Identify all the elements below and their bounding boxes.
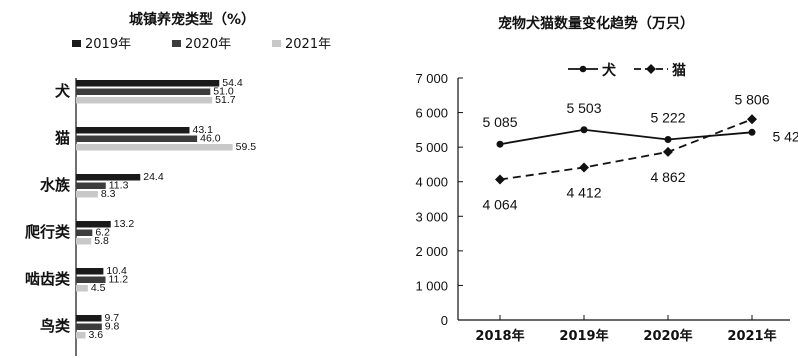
- category-label-3: 水族: [40, 176, 71, 194]
- legend-marker-dog: [579, 65, 587, 73]
- bar-value-label-3-1: 24.4: [143, 171, 164, 183]
- point-cat-3: [663, 146, 673, 157]
- bar-3-2: [76, 182, 106, 189]
- bar-5-2: [76, 276, 106, 283]
- data-label-cat-4: 5 806: [734, 91, 769, 107]
- bar-4-2: [76, 229, 93, 236]
- legend-label-2: 2020年: [185, 37, 231, 52]
- bar-2-2: [76, 135, 198, 142]
- y-tick-label-1: 0: [441, 313, 448, 328]
- legend-swatch-3: [272, 40, 281, 47]
- bar-value-label-1-3: 51.7: [215, 94, 236, 106]
- bar-value-label-2-3: 59.5: [236, 141, 257, 153]
- bar-chart-bars: [76, 80, 233, 339]
- x-tick-label-4: 2021年: [727, 328, 776, 344]
- series-line-cat: [499, 118, 753, 181]
- data-label-dog-3: 5 222: [650, 109, 685, 125]
- y-tick-label-2: 1 000: [415, 278, 448, 293]
- point-dog-3: [664, 135, 672, 143]
- bar-4-1: [76, 221, 111, 228]
- bar-value-label-3-3: 8.3: [101, 188, 116, 200]
- bar-value-label-5-2: 11.2: [108, 274, 128, 286]
- y-tick-label-5: 4 000: [415, 175, 448, 190]
- bar-6-1: [76, 315, 102, 322]
- bar-value-label-4-2: 6.2: [95, 227, 110, 239]
- legend-label-3: 2021年: [285, 37, 331, 52]
- category-label-1: 犬: [55, 82, 71, 100]
- bar-4-3: [76, 238, 92, 245]
- category-label-2: 猫: [55, 129, 70, 147]
- bar-3-1: [76, 174, 141, 181]
- legend-swatch-1: [72, 40, 81, 47]
- bar-5-3: [76, 285, 88, 292]
- y-tick-label-6: 5 000: [415, 140, 448, 155]
- y-tick-label-7: 6 000: [415, 106, 448, 121]
- bar-2-3: [76, 144, 233, 151]
- bar-6-3: [76, 332, 86, 339]
- legend-swatch-2: [172, 40, 181, 47]
- point-cat-4: [747, 114, 757, 125]
- bar-value-label-2-2: 46.0: [200, 133, 221, 145]
- category-label-5: 啮齿类: [25, 270, 71, 288]
- y-tick-label-8: 7 000: [415, 71, 448, 86]
- legend-label-dog: 犬: [602, 62, 617, 79]
- category-label-6: 鸟类: [40, 317, 71, 335]
- x-tick-label-1: 2018年: [475, 328, 524, 344]
- bar-value-label-4-1: 13.2: [114, 218, 135, 230]
- y-tick-label-3: 2 000: [415, 244, 448, 259]
- line-chart-y-ticks: 0 1 000 2 000 3 000 4 000 5 000 6 000 7 000: [415, 71, 463, 328]
- point-dog-1: [496, 140, 504, 148]
- bar-value-label-6-1: 9.7: [105, 312, 120, 324]
- x-tick-label-3: 2020年: [643, 328, 692, 344]
- series-line-dog: [499, 128, 753, 146]
- bar-chart-value-labels: 54.451.051.7 43.146.0 59.5 24.4 11.38.3 13.2 6…: [88, 77, 256, 341]
- data-label-dog-2: 5 503: [566, 100, 601, 116]
- bar-6-2: [76, 323, 102, 330]
- point-cat-1: [495, 174, 505, 185]
- x-tick-label-2: 2019年: [559, 328, 608, 344]
- data-label-cat-2: 4 412: [566, 184, 601, 200]
- bar-value-label-1-1: 54.4: [222, 77, 243, 89]
- bar-3-3: [76, 191, 98, 198]
- bar-1-1: [76, 80, 220, 87]
- point-dog-2: [580, 126, 588, 134]
- point-cat-2: [579, 162, 589, 173]
- point-dog-4: [748, 128, 756, 136]
- line-chart-x-ticks: 2018年 2019年 2020年 2021年: [475, 315, 777, 344]
- bar-chart-title: 城镇养宠类型（%）: [129, 11, 255, 28]
- line-chart-title: 宠物犬猫数量变化趋势（万只）: [498, 15, 694, 32]
- y-tick-label-4: 3 000: [415, 209, 448, 224]
- line-chart-series: [495, 114, 757, 185]
- data-label-dog-1: 5 085: [482, 114, 517, 130]
- data-label-cat-1: 4 064: [482, 197, 517, 213]
- bar-2-1: [76, 127, 190, 134]
- data-label-cat-3: 4 862: [650, 169, 685, 185]
- bar-chart-legend: 2019年 2020年 2021年: [72, 37, 331, 52]
- bar-value-label-6-3: 3.6: [88, 329, 103, 341]
- bar-value-label-3-2: 11.3: [109, 180, 129, 192]
- data-label-dog-4: 5 429: [772, 128, 798, 144]
- bar-1-2: [76, 88, 211, 95]
- bar-5-1: [76, 268, 104, 275]
- line-chart: 宠物犬猫数量变化趋势（万只） 犬猫 01 0002 0003 0004 0005…: [415, 15, 798, 344]
- legend-marker-cat: [646, 64, 656, 74]
- bar-1-3: [76, 97, 213, 104]
- line-chart-legend: 犬猫: [568, 62, 686, 79]
- bar-value-label-6-2: 9.8: [105, 321, 120, 333]
- category-label-4: 爬行类: [24, 223, 71, 241]
- legend-label-cat: 猫: [672, 62, 686, 79]
- line-chart-data-labels: 5 085 5 503 5 222 5 429 4 064 4 412 4 862 5 806: [482, 91, 798, 212]
- bar-value-label-5-3: 4.5: [91, 282, 106, 294]
- bar-value-label-5-1: 10.4: [106, 265, 127, 277]
- bar-value-label-4-3: 5.8: [94, 235, 109, 247]
- legend-label-1: 2019年: [85, 37, 131, 52]
- bar-value-label-1-2: 51.0: [213, 86, 234, 98]
- bar-value-label-2-1: 43.1: [192, 124, 213, 136]
